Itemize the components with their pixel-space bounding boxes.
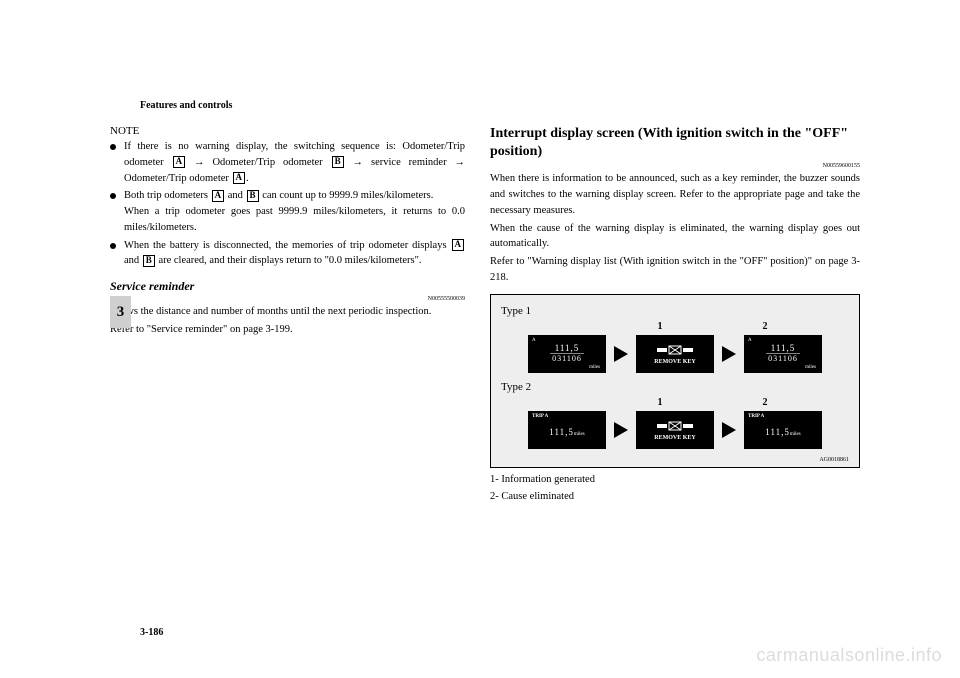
bullet-item-1: If there is no warning display, the swit… — [110, 139, 465, 186]
warning-screen: REMOVE KEY — [636, 335, 714, 373]
callout-2: 2 — [763, 397, 768, 408]
trip-label: TRIP A — [528, 414, 548, 419]
box-letter-b: B — [332, 156, 344, 168]
value: 031106 — [766, 353, 800, 364]
type1-label: Type 1 — [501, 305, 849, 317]
key-icon — [655, 419, 695, 433]
remove-key-label: REMOVE KEY — [654, 435, 696, 441]
type2-label: Type 2 — [501, 381, 849, 393]
bullet-icon — [110, 193, 116, 199]
arrow-icon — [722, 422, 736, 438]
callout-2: 2 — [763, 321, 768, 332]
text: are cleared, and their displays return t… — [156, 255, 422, 266]
left-column: NOTE If there is no warning display, the… — [110, 125, 465, 502]
bullet-icon — [110, 243, 116, 249]
value: 111,5 — [555, 343, 580, 354]
service-reminder-heading: Service reminder — [110, 279, 465, 294]
legend-2: 2- Cause eliminated — [490, 491, 860, 502]
text: When a trip odometer goes past 9999.9 mi… — [124, 204, 465, 236]
diagram-box: Type 1 1 2 A 111,5 031106 miles REMOVE K… — [490, 294, 860, 468]
text: and — [225, 190, 245, 201]
section-code: N00555500039 — [110, 296, 465, 302]
unit: miles — [589, 365, 606, 370]
text: → Odometer/Trip odometer — [186, 157, 331, 168]
para: When there is information to be announce… — [490, 171, 860, 218]
key-icon — [655, 343, 695, 357]
value: 111,5 — [765, 427, 790, 437]
dash-screen: A 111,5 031106 miles — [528, 335, 606, 373]
section-code: N00559600155 — [490, 163, 860, 169]
bullet-item-2: Both trip odometers A and B can count up… — [110, 188, 465, 235]
callout-1: 1 — [658, 397, 663, 408]
unit: miles — [805, 365, 822, 370]
sequence-row-2: TRIP A 111,5miles REMOVE KEY TRIP A 111,… — [501, 411, 849, 449]
page-number: 3-186 — [140, 627, 163, 638]
value: 111,5 — [771, 343, 796, 354]
unit: miles — [574, 432, 585, 437]
note-label: NOTE — [110, 125, 465, 137]
diagram-code: AG0018861 — [501, 457, 849, 463]
value: 031106 — [550, 353, 584, 364]
service-text: Shows the distance and number of months … — [110, 304, 465, 320]
arrow-icon — [614, 422, 628, 438]
dash-screen: A 111,5 031106 miles — [744, 335, 822, 373]
box-letter-b: B — [143, 255, 155, 267]
watermark: carmanualsonline.info — [756, 645, 942, 666]
section-header: Features and controls — [140, 100, 232, 111]
dash-screen: TRIP A 111,5miles — [528, 411, 606, 449]
box-letter-a: A — [173, 156, 186, 168]
warning-screen: REMOVE KEY — [636, 411, 714, 449]
dash-screen: TRIP A 111,5miles — [744, 411, 822, 449]
value: 111,5 — [549, 427, 574, 437]
box-letter-b: B — [247, 190, 259, 202]
right-column: Interrupt display screen (With ignition … — [490, 125, 860, 502]
arrow-icon — [722, 346, 736, 362]
box-letter-a: A — [452, 239, 465, 251]
marker: A — [528, 338, 536, 343]
text: . — [246, 173, 249, 184]
text: Both trip odometers — [124, 190, 211, 201]
legend-1: 1- Information generated — [490, 474, 860, 485]
sequence-row-1: A 111,5 031106 miles REMOVE KEY A 111,5 … — [501, 335, 849, 373]
text: can count up to 9999.9 miles/kilometers. — [260, 190, 434, 201]
bullet-icon — [110, 144, 116, 150]
marker: A — [744, 338, 752, 343]
bullet-item-3: When the battery is disconnected, the me… — [110, 238, 465, 270]
box-letter-a: A — [212, 190, 225, 202]
interrupt-heading: Interrupt display screen (With ignition … — [490, 125, 860, 161]
text: and — [124, 255, 142, 266]
para: Refer to "Warning display list (With ign… — [490, 254, 860, 286]
trip-label: TRIP A — [744, 414, 764, 419]
callout-1: 1 — [658, 321, 663, 332]
service-ref: Refer to "Service reminder" on page 3-19… — [110, 322, 465, 338]
text: When the battery is disconnected, the me… — [124, 240, 451, 251]
unit: miles — [790, 432, 801, 437]
arrow-icon — [614, 346, 628, 362]
box-letter-a: A — [233, 172, 246, 184]
para: When the cause of the warning display is… — [490, 221, 860, 253]
chapter-tab: 3 — [110, 296, 131, 328]
remove-key-label: REMOVE KEY — [654, 359, 696, 365]
